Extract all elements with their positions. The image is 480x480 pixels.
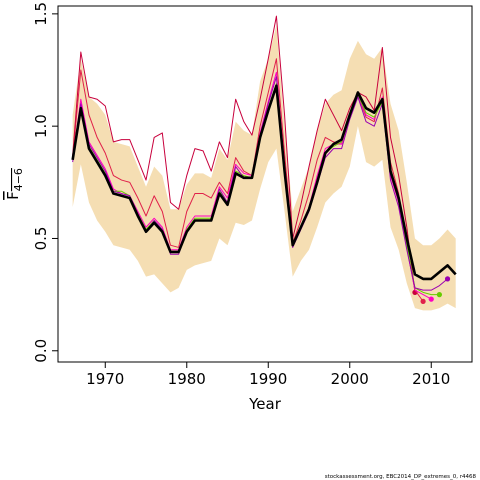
retro-end-point bbox=[444, 276, 451, 282]
retro-end-point bbox=[436, 292, 443, 298]
y-axis-label: F4−6 bbox=[4, 168, 25, 200]
x-tick-label: 1970 bbox=[86, 370, 124, 388]
estimate-line bbox=[71, 84, 457, 281]
y-tick-label: 1.5 bbox=[32, 2, 50, 26]
x-tick-label: 2000 bbox=[331, 370, 369, 388]
y-axis-label-base: F4−6 bbox=[4, 168, 25, 200]
retro-end-point bbox=[428, 296, 434, 302]
retro-end-point bbox=[420, 298, 426, 304]
y-tick-label: 0.0 bbox=[32, 339, 50, 363]
footnote: stockassessment.org, EBC2014_DP_extremes… bbox=[325, 474, 477, 480]
y-tick-label: 1.0 bbox=[32, 114, 50, 138]
x-axis-label: Year bbox=[248, 395, 282, 413]
x-tick-label: 2010 bbox=[412, 370, 450, 388]
plot-frame bbox=[57, 5, 473, 363]
y-label-base: F bbox=[4, 191, 22, 200]
x-tick-label: 1980 bbox=[168, 370, 206, 388]
confidence-band bbox=[72, 25, 456, 311]
x-tick-label: 1990 bbox=[249, 370, 287, 388]
y-label-sub: 4−6 bbox=[12, 168, 25, 191]
retro-line bbox=[72, 58, 424, 302]
y-tick-label: 0.5 bbox=[32, 227, 50, 251]
